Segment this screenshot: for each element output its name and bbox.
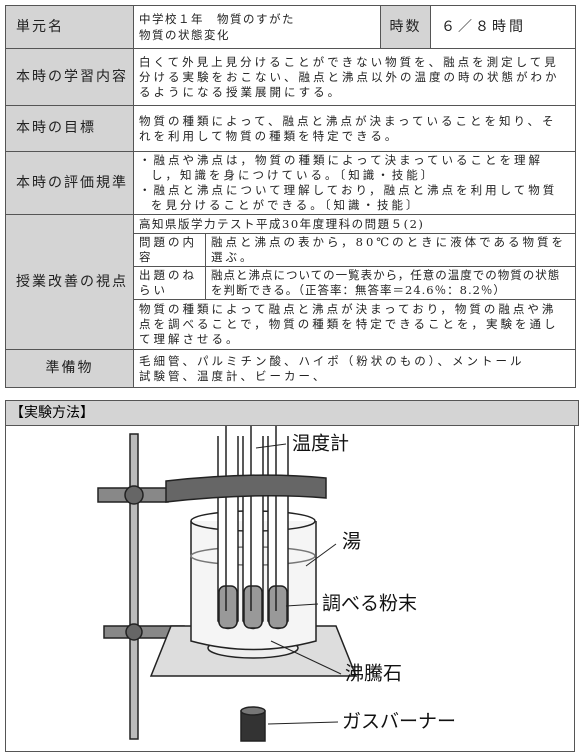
- criteria-label: 本時の評価規準: [5, 151, 134, 215]
- goal-label: 本時の目標: [5, 105, 134, 152]
- stand: [97, 433, 185, 740]
- method-title: 【実験方法】: [5, 400, 579, 426]
- criteria-list: ・融点や沸点は，物質の種類によって決まっていることを理解し，知識を身につけている…: [133, 151, 576, 215]
- apparatus: 温度計 湯 調べる粉末 沸騰石 ガスバーナー: [97, 426, 456, 742]
- hours-label: 時数: [380, 5, 431, 49]
- improvement-source: 高知県版学力テスト平成30年度理科の問題５(2): [133, 214, 576, 234]
- improvement-label: 授業改善の視点: [5, 214, 134, 350]
- test-tubes: [217, 426, 289, 630]
- diagram: 温度計 湯 調べる粉末 沸騰石 ガスバーナー: [5, 426, 575, 752]
- content-label: 本時の学習内容: [5, 48, 134, 106]
- label-stone: 沸騰石: [345, 663, 402, 685]
- label-thermometer: 温度計: [292, 433, 349, 455]
- goal-text: 物質の種類によって、融点と沸点が決まっていることを知り、それを利用して物質の種類…: [133, 105, 576, 152]
- content-text: 白くて外見上見分けることができない物質を、融点を測定して見分ける実験をおこない、…: [133, 48, 576, 106]
- materials-label: 準備物: [5, 349, 134, 388]
- hours: ６／８時間: [430, 5, 576, 49]
- label-powder: 調べる粉末: [322, 593, 417, 615]
- sub-label: 出題のねらい: [133, 266, 206, 300]
- unit-name: 中学校１年 物質のすがた 物質の状態変化: [133, 5, 381, 49]
- materials: 毛細管、パルミチン酸、ハイポ（粉状のもの）、メントール 試験管、温度計、ビーカー、: [133, 349, 576, 388]
- label-water: 湯: [342, 531, 361, 553]
- sub-label: 問題の内容: [133, 233, 206, 267]
- clamp: [165, 474, 327, 503]
- unit-label: 単元名: [5, 5, 134, 49]
- unit-line: 中学校１年 物質のすがた: [139, 12, 295, 26]
- lesson-table: 単元名 中学校１年 物質のすがた 物質の状態変化 時数 ６／８時間 本時の学習内容…: [5, 5, 576, 388]
- materials-line: 試験管、温度計、ビーカー、: [139, 368, 328, 383]
- criteria-item: ・融点や沸点は，物質の種類によって決まっていることを理解し，知識を身につけている…: [139, 153, 544, 182]
- sub-text: 融点と沸点の表から，80℃のときに液体である物質を選ぶ。: [205, 233, 576, 267]
- materials-line: 毛細管、パルミチン酸、ハイポ（粉状のもの）、メントール: [139, 353, 525, 368]
- unit-line: 物質の状態変化: [139, 28, 230, 42]
- label-burner: ガスバーナー: [342, 711, 456, 733]
- improvement-summary: 物質の種類によって融点と沸点が決まっており，物質の融点や沸点を調べることで，物質…: [133, 299, 576, 350]
- burner: [240, 706, 266, 742]
- sub-text: 融点と沸点についての一覧表から，任意の温度での物質の状態を判断できる。（正答率：…: [205, 266, 576, 300]
- criteria-item: ・融点と沸点について理解しており，融点と沸点を利用して物質を見分けることができる…: [139, 183, 558, 212]
- leader-lines: [255, 443, 342, 725]
